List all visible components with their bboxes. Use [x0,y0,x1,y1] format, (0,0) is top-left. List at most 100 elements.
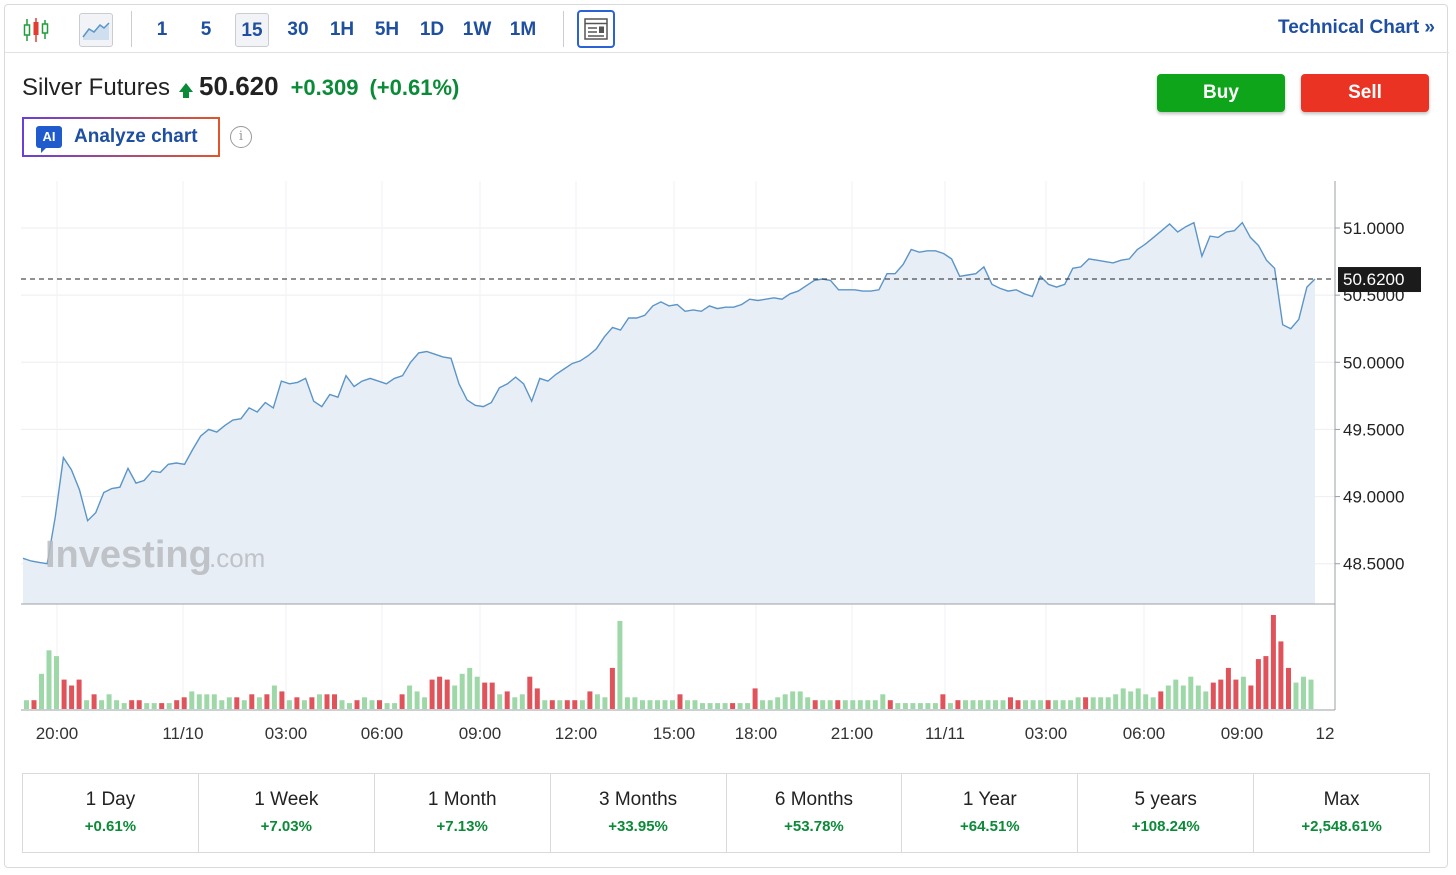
interval-15min[interactable]: 15 [235,13,269,47]
buy-button[interactable]: Buy [1157,74,1285,112]
x-tick-label: 06:00 [1123,724,1166,743]
volume-bar [452,685,458,709]
area-chart-icon[interactable] [79,13,113,47]
volume-bar [782,694,788,709]
period-1-month[interactable]: 1 Month +7.13% [375,774,551,852]
x-tick-label: 21:00 [831,724,874,743]
period-label: 6 Months [774,789,854,810]
period-1-day[interactable]: 1 Day +0.61% [23,774,199,852]
period-max[interactable]: Max +2,548.61% [1254,774,1429,852]
interval-1week[interactable]: 1W [462,19,492,40]
volume-bar [271,685,277,709]
candlestick-chart-icon[interactable] [19,13,53,47]
volume-bar [1030,700,1036,709]
volume-bar [317,694,322,709]
period-5-years[interactable]: 5 years +108.24% [1078,774,1255,852]
volume-bar [1150,697,1156,710]
volume-bar [564,700,570,709]
volume-bar [174,700,180,709]
volume-bar [1255,659,1261,709]
interval-5min[interactable]: 5 [200,19,212,40]
volume-bar [872,700,878,709]
volume-bar [1301,676,1306,709]
x-tick-label: 12:00 [555,724,598,743]
volume-bar [474,676,480,709]
y-tick-label: 48.5000 [1343,555,1404,574]
volume-bar [850,700,856,709]
interval-5hour[interactable]: 5H [374,19,400,40]
volume-bar [752,688,758,709]
volume-bar [482,682,488,709]
volume-bar [1293,682,1299,709]
volume-bar [384,703,390,709]
volume-bar [459,673,465,710]
volume-bar [1000,700,1006,709]
volume-bar [204,694,210,709]
technical-chart-link[interactable]: Technical Chart » [1278,17,1435,38]
volume-bar [842,700,848,709]
info-icon[interactable]: i [230,126,252,148]
x-tick-label: 09:00 [1221,724,1264,743]
period-change: +108.24% [1131,818,1200,835]
volume-bar [444,679,450,709]
up-arrow-icon [179,83,194,98]
volume-bar [677,694,683,709]
volume-bar [76,679,82,709]
chart-widget: 1 5 15 30 1H 5H 1D 1W 1M Technical Chart… [4,4,1449,868]
volume-bar [700,703,705,709]
interval-1month[interactable]: 1M [509,19,537,40]
analyze-chart-label: Analyze chart [74,126,198,147]
interval-1day[interactable]: 1D [419,19,445,40]
volume-bar [136,700,142,709]
volume-bar [857,700,863,709]
volume-bar [279,691,285,709]
volume-bar [61,679,67,709]
volume-bar [211,694,217,709]
volume-bar [1098,697,1104,710]
layout-toggle-icon[interactable] [577,10,615,48]
interval-1hour[interactable]: 1H [329,19,355,40]
volume-bar [31,700,37,709]
interval-30min[interactable]: 30 [287,19,309,40]
volume-bar [670,700,675,709]
volume-bar [880,694,886,709]
volume-bar [377,700,382,709]
period-3-months[interactable]: 3 Months +33.95% [551,774,727,852]
performance-periods: 1 Day +0.61% 1 Week +7.03% 1 Month +7.13… [22,773,1430,853]
analyze-chart-button[interactable]: AI Analyze chart [22,117,220,157]
volume-bar [1180,685,1186,709]
y-tick-label: 50.0000 [1343,353,1404,372]
volume-bar [1120,688,1126,709]
volume-bar [827,700,833,709]
volume-bar [640,700,645,709]
period-1-year[interactable]: 1 Year +64.51% [902,774,1079,852]
volume-bar [534,688,540,709]
volume-bar [707,703,713,709]
price-line [22,221,1316,565]
volume-bar [1068,700,1074,709]
volume-bar [256,697,262,710]
volume-bar [865,700,871,709]
price-chart[interactable]: Investing .com 51.000050.500050.000049.5… [5,5,1449,765]
volume-bar [114,700,120,709]
period-1-week[interactable]: 1 Week +7.03% [199,774,375,852]
volume-bar [805,697,811,710]
period-6-months[interactable]: 6 Months +53.78% [727,774,903,852]
volume-bar [609,667,615,709]
volume-bar [99,700,105,709]
period-label: 1 Day [85,789,136,810]
x-tick-label: 03:00 [1025,724,1068,743]
interval-1min[interactable]: 1 [156,19,168,40]
time-axis: 20:00 11/10 03:00 06:00 09:00 12:00 15:00 18:00… [36,724,1335,743]
volume-bar [1218,679,1224,709]
volume-bar [1270,615,1276,709]
period-label: 5 years [1134,789,1197,810]
x-tick-label: 15:00 [653,724,696,743]
sell-button[interactable]: Sell [1301,74,1429,112]
period-change: +33.95% [608,818,668,835]
volume-bar [414,691,420,709]
quote-header: Silver Futures 50.620 +0.309 (+0.61%) [22,71,470,107]
volume-bar [46,650,52,710]
volume-bar [84,700,90,709]
price-area-fill [23,222,1315,604]
